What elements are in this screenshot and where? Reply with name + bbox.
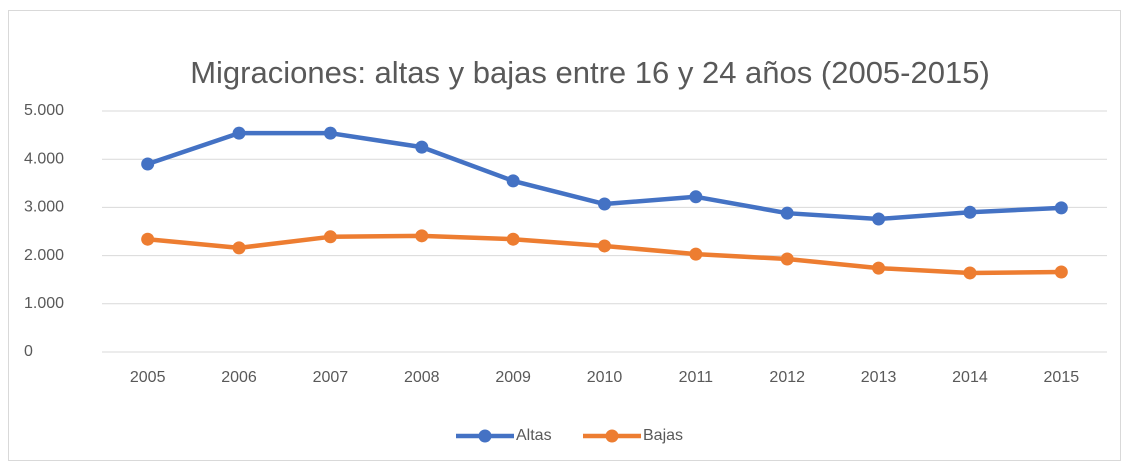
y-tick-label: 4.000 — [24, 150, 64, 167]
x-tick-label: 2011 — [679, 369, 714, 386]
data-point — [872, 212, 886, 226]
legend-label: Bajas — [643, 427, 683, 444]
data-point — [963, 205, 977, 219]
data-point — [963, 266, 977, 280]
y-tick-label: 1.000 — [24, 295, 64, 312]
x-tick-label: 2013 — [861, 369, 897, 386]
data-point — [780, 252, 794, 266]
data-point — [506, 232, 520, 246]
x-tick-label: 2005 — [130, 369, 166, 386]
x-tick-label: 2015 — [1044, 369, 1080, 386]
x-tick-label: 2006 — [221, 369, 257, 386]
x-tick-label: 2010 — [587, 369, 623, 386]
x-tick-label: 2009 — [495, 369, 531, 386]
x-tick-label: 2007 — [313, 369, 349, 386]
chart-title: Migraciones: altas y bajas entre 16 y 24… — [190, 55, 990, 90]
data-point — [232, 241, 246, 255]
x-tick-label: 2014 — [952, 369, 988, 386]
y-tick-label: 5.000 — [24, 102, 64, 119]
data-point — [141, 232, 155, 246]
y-tick-label: 2.000 — [24, 247, 64, 264]
chart-frame — [8, 10, 1121, 461]
data-point — [689, 247, 703, 261]
data-point — [323, 230, 337, 244]
legend-marker — [605, 429, 619, 443]
data-point — [598, 197, 611, 211]
data-point — [872, 261, 886, 275]
data-point — [232, 126, 246, 140]
data-point — [598, 239, 611, 253]
data-point — [506, 174, 520, 188]
x-tick-label: 2012 — [769, 369, 805, 386]
data-point — [780, 206, 794, 220]
data-point — [1054, 265, 1068, 279]
legend-marker — [478, 429, 492, 443]
legend-label: Altas — [516, 427, 552, 444]
data-point — [1054, 201, 1068, 215]
data-point — [323, 126, 337, 140]
data-point — [415, 140, 429, 154]
data-point — [141, 157, 155, 171]
y-tick-label: 3.000 — [24, 199, 64, 216]
y-tick-label: 0 — [24, 343, 33, 360]
data-point — [689, 190, 703, 204]
x-tick-label: 2008 — [404, 369, 440, 386]
data-point — [415, 229, 429, 243]
